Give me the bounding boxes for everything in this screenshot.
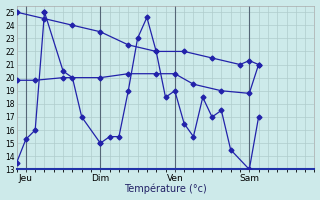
X-axis label: Température (°c): Température (°c) (124, 184, 207, 194)
